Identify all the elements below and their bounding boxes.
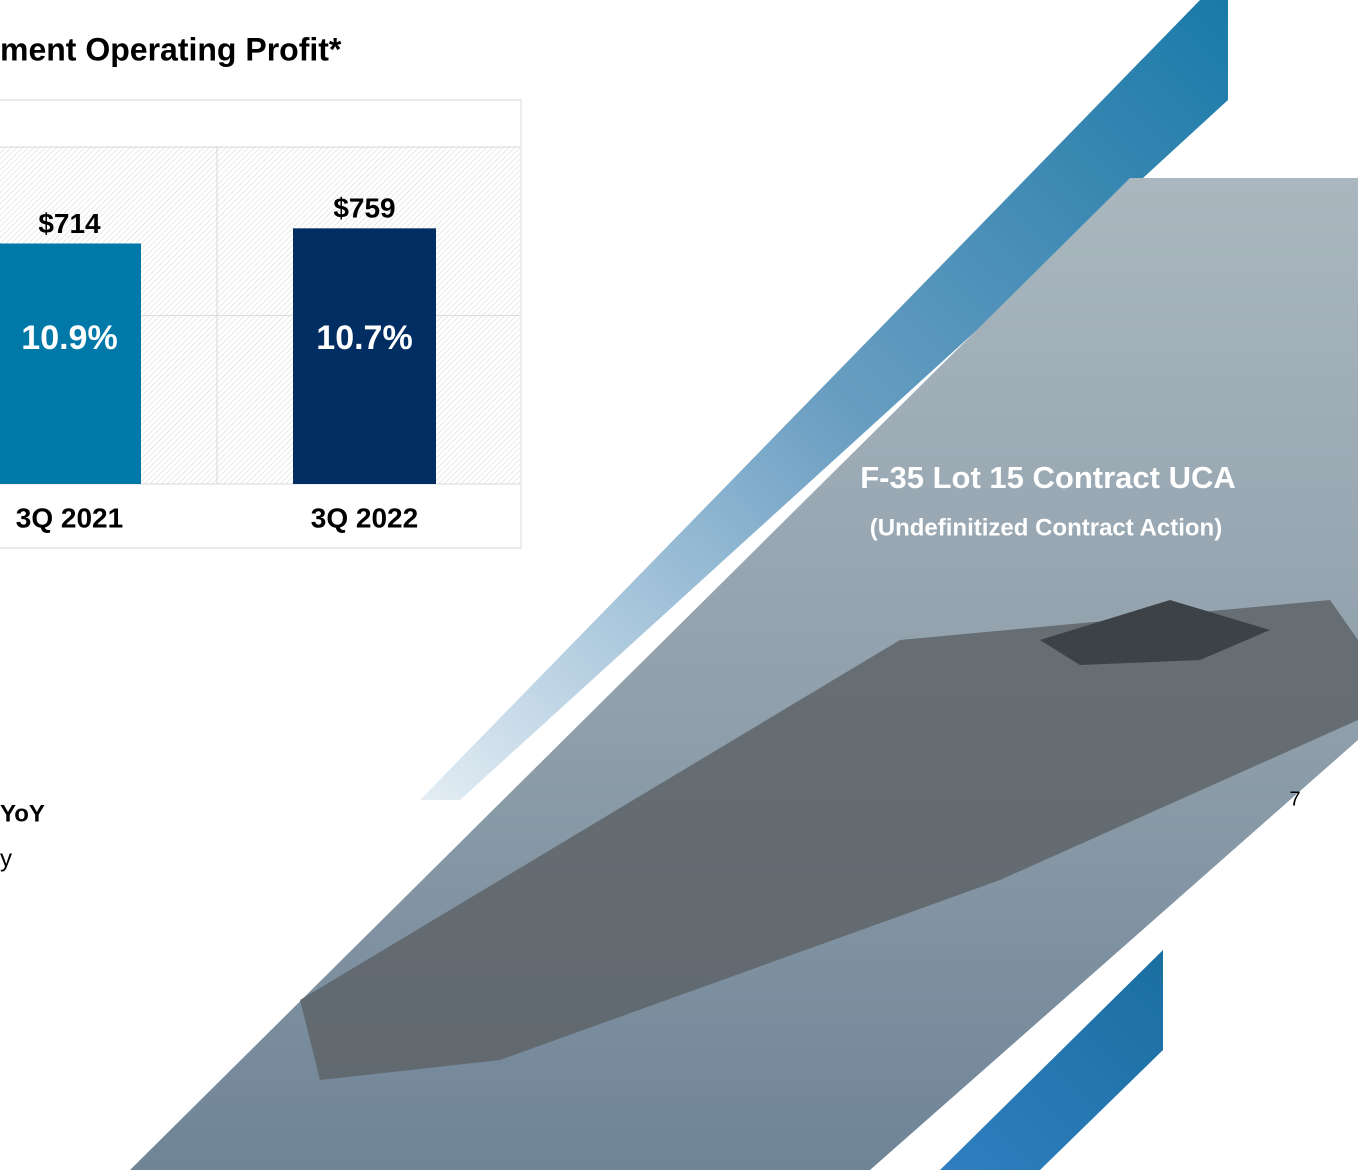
x-tick-label: 3Q 2022 bbox=[311, 502, 418, 533]
x-tick-label: 3Q 2021 bbox=[16, 502, 123, 533]
slide: ment Operating Profit* 3Q 2021 $714 10.9% 3… bbox=[0, 0, 1358, 1170]
text-fragment: y bbox=[0, 845, 12, 872]
page-number: 7 bbox=[1289, 788, 1300, 810]
caption-subtitle: (Undefinitized Contract Action) bbox=[870, 514, 1222, 541]
margin-label: 10.9% bbox=[21, 319, 117, 357]
value-label: $759 bbox=[333, 193, 395, 224]
margin-label: 10.7% bbox=[316, 319, 412, 357]
chart-title: ment Operating Profit* bbox=[0, 31, 342, 67]
value-label: $714 bbox=[38, 208, 101, 239]
bar bbox=[0, 243, 141, 484]
caption-title: F-35 Lot 15 Contract UCA bbox=[860, 460, 1235, 495]
page: {"chart_data": {"type": "bar", "title": … bbox=[0, 0, 1358, 1170]
text-fragment: YoY bbox=[0, 800, 45, 827]
